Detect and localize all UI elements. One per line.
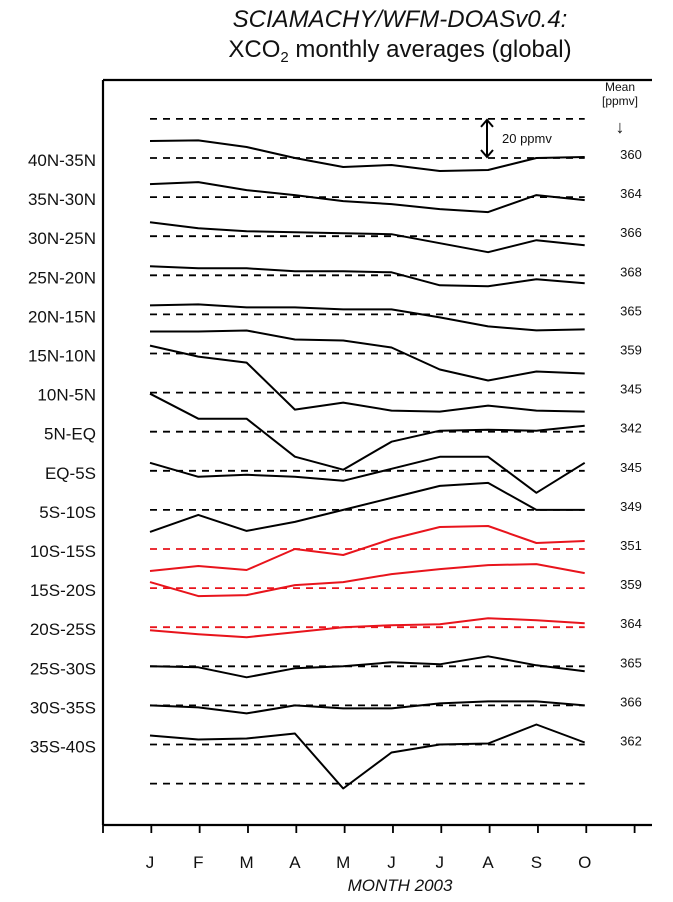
series-line-35N-30N xyxy=(149,181,585,214)
series-line-30S-35S xyxy=(149,700,585,715)
mean-value: 366 xyxy=(620,225,642,240)
mean-value: 362 xyxy=(620,734,642,749)
y-tick-label: 10N-5N xyxy=(37,386,96,405)
title-xco: XCO xyxy=(228,36,281,63)
y-tick-label: 5N-EQ xyxy=(44,425,96,444)
y-tick-labels: 40N-35N 35N-30N 30N-25N 25N-20N 20N-15N 15N-1… xyxy=(28,151,96,757)
y-tick-label: 20S-25S xyxy=(30,620,96,639)
y-tick-label: 25N-20N xyxy=(28,268,96,287)
series-line-10S-15S xyxy=(149,525,585,572)
scale-bar-arrow-down-icon xyxy=(480,149,494,159)
series-line-30N-25N xyxy=(149,221,585,254)
x-tick-label: J xyxy=(436,853,445,872)
mean-value: 365 xyxy=(620,303,642,318)
scale-bar-arrow-up-icon xyxy=(480,118,494,128)
x-tick-label: O xyxy=(578,853,591,872)
series-line-15N-10N xyxy=(150,329,585,382)
mean-value: 345 xyxy=(620,460,642,475)
mean-value: 364 xyxy=(620,186,642,201)
mean-value: 360 xyxy=(620,147,642,162)
mean-value: 366 xyxy=(620,694,642,709)
mean-value: 368 xyxy=(620,264,642,279)
series-line-5S-10S xyxy=(149,481,585,533)
series-line-25S-30S xyxy=(149,655,585,679)
mean-header-line2: [ppmv] xyxy=(601,94,638,108)
mean-header-line1: Mean xyxy=(604,80,636,94)
x-tick-label: A xyxy=(289,853,301,872)
x-tick-label: M xyxy=(336,853,350,872)
baselines xyxy=(150,118,585,785)
series-line-20N-15N xyxy=(149,303,585,332)
down-arrow-icon: ↓ xyxy=(615,117,625,137)
mean-value: 365 xyxy=(620,655,642,670)
y-tick-label: 15N-10N xyxy=(28,347,96,366)
y-tick-label: 10S-15S xyxy=(30,542,96,561)
x-tick-label: S xyxy=(531,853,542,872)
y-tick-label: EQ-5S xyxy=(45,464,96,483)
series-line-20S-25S xyxy=(149,617,585,639)
scale-bar-label: 20 ppmv xyxy=(502,131,552,146)
mean-value: 364 xyxy=(620,616,642,631)
x-tick-label: M xyxy=(240,853,254,872)
y-tick-label: 30N-25N xyxy=(28,229,96,248)
series-line-5N-EQ xyxy=(149,392,585,471)
series-line-15S-20S xyxy=(149,563,585,598)
series-lines xyxy=(149,139,586,790)
mean-values: 360 364 366 368 365 359 345 342 345 349 351 359 364 3… xyxy=(620,147,642,749)
mean-value: 345 xyxy=(620,382,642,397)
mean-value: 349 xyxy=(620,499,642,514)
mean-value: 342 xyxy=(620,421,642,436)
y-tick-label: 5S-10S xyxy=(39,503,96,522)
chart-title-line2: XCO2 monthly averages (global) xyxy=(150,36,650,67)
x-tick-label: J xyxy=(387,853,396,872)
mean-value: 359 xyxy=(620,343,642,358)
x-tick-label: F xyxy=(193,853,203,872)
x-tick-label: J xyxy=(146,853,155,872)
mean-value: 351 xyxy=(620,538,642,553)
y-tick-label: 25S-30S xyxy=(30,659,96,678)
y-tick-label: 35N-30N xyxy=(28,190,96,209)
title-subscript: 2 xyxy=(280,49,289,66)
title-rest: monthly averages (global) xyxy=(288,36,572,63)
y-tick-label: 30S-35S xyxy=(30,698,96,717)
mean-value: 359 xyxy=(620,577,642,592)
y-tick-label: 35S-40S xyxy=(30,738,96,757)
series-line-25N-20N xyxy=(149,265,585,288)
scale-bar: 20 ppmv xyxy=(480,118,552,159)
series-line-EQ-5S xyxy=(149,455,586,494)
y-tick-label: 15S-20S xyxy=(30,581,96,600)
plot-frame xyxy=(101,78,652,833)
chart-title-line1: SCIAMACHY/WFM-DOASv0.4: xyxy=(232,6,568,33)
series-line-10N-5N xyxy=(149,344,585,413)
x-axis-label: MONTH 2003 xyxy=(347,876,453,895)
x-tick-label: A xyxy=(482,853,494,872)
mean-header: Mean [ppmv] xyxy=(590,80,650,108)
y-tick-label: 40N-35N xyxy=(28,151,96,170)
series-line-40N-35N xyxy=(149,139,585,172)
series-line-35S-40S xyxy=(149,723,586,790)
y-tick-label: 20N-15N xyxy=(28,307,96,326)
